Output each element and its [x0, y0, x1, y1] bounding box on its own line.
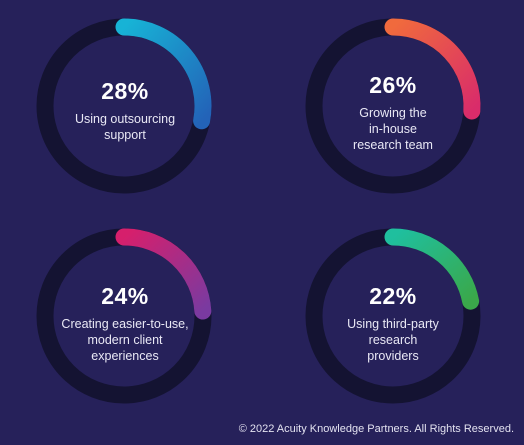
stat-description: Using outsourcing support	[74, 112, 176, 142]
stat-percentage: 26%	[369, 72, 417, 98]
donut-arc-third-party	[384, 228, 480, 310]
donut-arc-outsourcing	[115, 18, 212, 130]
donut-arc-in-house	[384, 18, 481, 120]
stat-percentage: 28%	[101, 78, 149, 104]
stat-label-in-house: 26% Growing the in-house research team	[313, 72, 473, 153]
stat-percentage: 22%	[369, 283, 417, 309]
stat-description: Growing the in-house research team	[353, 106, 433, 152]
donut-arc-client-experiences	[115, 228, 212, 320]
stat-description: Using third-party research providers	[347, 317, 439, 363]
stat-label-outsourcing: 28% Using outsourcing support	[45, 78, 205, 143]
stat-label-client-experiences: 24% Creating easier-to-use, modern clien…	[45, 283, 205, 364]
stat-label-third-party: 22% Using third-party research providers	[313, 283, 473, 364]
stat-description: Creating easier-to-use, modern client ex…	[61, 317, 189, 363]
copyright-notice: © 2022 Acuity Knowledge Partners. All Ri…	[238, 423, 514, 435]
stat-percentage: 24%	[101, 283, 149, 309]
